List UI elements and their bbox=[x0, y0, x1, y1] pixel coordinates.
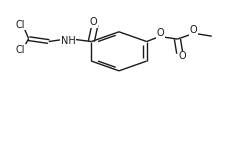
Text: Cl: Cl bbox=[16, 20, 25, 30]
Text: O: O bbox=[179, 51, 186, 61]
Text: O: O bbox=[190, 25, 197, 35]
Text: NH: NH bbox=[61, 36, 75, 46]
Text: O: O bbox=[90, 17, 98, 27]
Text: Cl: Cl bbox=[16, 45, 25, 55]
Text: O: O bbox=[157, 28, 164, 38]
